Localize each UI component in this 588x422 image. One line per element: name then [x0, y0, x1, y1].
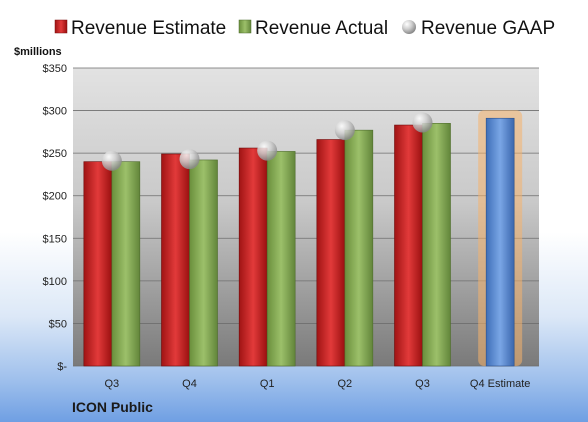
x-tick-label: Q4 Estimate: [470, 378, 531, 390]
company-label: ICON Public: [72, 399, 153, 415]
y-tick-label: $350: [43, 63, 67, 75]
marker-revenue-gaap: [101, 150, 122, 171]
x-axis-ticks: Q3 Q4 Q1 Q2 Q3 Q4 Estimate: [104, 378, 530, 390]
legend-label-actual: Revenue Actual: [255, 18, 388, 39]
legend: Revenue Estimate Revenue Actual Revenue …: [54, 18, 555, 39]
legend-item-estimate: Revenue Estimate: [54, 18, 226, 39]
x-tick-label: Q3: [104, 378, 119, 390]
bars: [83, 110, 523, 367]
legend-item-actual: Revenue Actual: [238, 18, 388, 39]
legend-swatch-estimate: [54, 19, 68, 34]
legend-label-estimate: Revenue Estimate: [71, 18, 226, 39]
x-tick-label: Q2: [337, 378, 352, 390]
bar-revenue-actual: [422, 123, 451, 367]
marker-revenue-gaap: [257, 140, 278, 161]
y-tick-label: $150: [43, 233, 67, 245]
marker-revenue-gaap: [334, 120, 355, 141]
legend-label-gaap: Revenue GAAP: [421, 18, 555, 39]
bar-revenue-actual: [111, 161, 141, 367]
bar-revenue-actual: [266, 151, 296, 367]
bar-revenue-actual: [344, 129, 374, 367]
bar-revenue-estimate: [83, 161, 113, 367]
bar-forecast-estimate: [485, 117, 515, 367]
marker-revenue-gaap: [412, 112, 433, 133]
legend-item-gaap: Revenue GAAP: [402, 18, 555, 39]
x-tick-label: Q3: [415, 378, 430, 390]
y-tick-label: $-: [57, 361, 67, 373]
legend-swatch-gaap: [402, 20, 416, 34]
bar-revenue-actual: [189, 159, 218, 367]
gridlines: [73, 67, 539, 367]
legend-swatch-actual: [238, 19, 252, 34]
y-tick-label: $50: [49, 318, 67, 330]
y-tick-label: $100: [43, 276, 67, 288]
y-tick-label: $250: [43, 148, 67, 160]
gaap-markers: [101, 112, 433, 171]
y-tick-label: $200: [43, 191, 67, 203]
y-unit-label: $millions: [14, 46, 62, 58]
bar-revenue-estimate: [394, 124, 423, 367]
x-tick-label: Q4: [182, 378, 197, 390]
x-tick-label: Q1: [260, 378, 275, 390]
plot-area: [73, 68, 539, 366]
marker-revenue-gaap: [179, 149, 200, 170]
bar-revenue-estimate: [161, 153, 190, 367]
bar-revenue-estimate: [316, 139, 346, 367]
y-axis-ticks: $- $50 $100 $150 $200 $250 $300 $350: [43, 63, 68, 373]
bar-revenue-estimate: [238, 147, 268, 367]
y-tick-label: $300: [43, 106, 67, 118]
